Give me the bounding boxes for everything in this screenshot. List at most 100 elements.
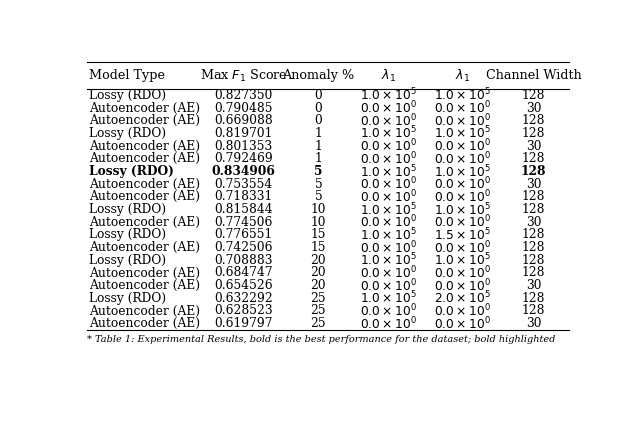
Text: 5: 5 (314, 178, 323, 191)
Text: 0.628523: 0.628523 (214, 304, 273, 318)
Text: 0: 0 (314, 114, 323, 127)
Text: 128: 128 (522, 292, 545, 305)
Text: 10: 10 (310, 203, 326, 216)
Text: $0.0 \times 10^0$: $0.0 \times 10^0$ (434, 303, 492, 319)
Text: Lossy (RDO): Lossy (RDO) (90, 292, 166, 305)
Text: 128: 128 (522, 152, 545, 165)
Text: $0.0 \times 10^0$: $0.0 \times 10^0$ (434, 176, 492, 192)
Text: 128: 128 (522, 127, 545, 140)
Text: 128: 128 (522, 241, 545, 254)
Text: $0.0 \times 10^0$: $0.0 \times 10^0$ (360, 100, 417, 117)
Text: Autoencoder (AE): Autoencoder (AE) (90, 241, 200, 254)
Text: $0.0 \times 10^0$: $0.0 \times 10^0$ (434, 315, 492, 332)
Text: $0.0 \times 10^0$: $0.0 \times 10^0$ (434, 138, 492, 154)
Text: 30: 30 (526, 216, 541, 229)
Text: 0.684747: 0.684747 (214, 266, 273, 279)
Text: Channel Width: Channel Width (486, 69, 582, 82)
Text: 128: 128 (522, 89, 545, 102)
Text: 30: 30 (526, 178, 541, 191)
Text: $1.0 \times 10^5$: $1.0 \times 10^5$ (435, 252, 491, 268)
Text: Autoencoder (AE): Autoencoder (AE) (90, 139, 200, 153)
Text: $0.0 \times 10^0$: $0.0 \times 10^0$ (360, 138, 417, 154)
Text: 30: 30 (526, 279, 541, 292)
Text: 20: 20 (310, 254, 326, 267)
Text: $1.0 \times 10^5$: $1.0 \times 10^5$ (360, 125, 417, 142)
Text: $1.5 \times 10^5$: $1.5 \times 10^5$ (435, 226, 491, 243)
Text: 128: 128 (522, 114, 545, 127)
Text: 5: 5 (314, 165, 323, 178)
Text: 0.792469: 0.792469 (214, 152, 273, 165)
Text: 0.632292: 0.632292 (214, 292, 273, 305)
Text: $0.0 \times 10^0$: $0.0 \times 10^0$ (360, 214, 417, 231)
Text: $0.0 \times 10^0$: $0.0 \times 10^0$ (360, 303, 417, 319)
Text: 0.834906: 0.834906 (212, 165, 276, 178)
Text: $1.0 \times 10^5$: $1.0 \times 10^5$ (360, 226, 417, 243)
Text: 128: 128 (522, 190, 545, 204)
Text: Anomaly %: Anomaly % (282, 69, 355, 82)
Text: 0.819701: 0.819701 (214, 127, 273, 140)
Text: $0.0 \times 10^0$: $0.0 \times 10^0$ (360, 239, 417, 256)
Text: $0.0 \times 10^0$: $0.0 \times 10^0$ (360, 315, 417, 332)
Text: 15: 15 (310, 229, 326, 241)
Text: $0.0 \times 10^0$: $0.0 \times 10^0$ (434, 189, 492, 205)
Text: 0.776551: 0.776551 (214, 229, 273, 241)
Text: $1.0 \times 10^5$: $1.0 \times 10^5$ (435, 125, 491, 142)
Text: Lossy (RDO): Lossy (RDO) (90, 203, 166, 216)
Text: 20: 20 (310, 266, 326, 279)
Text: 0.669088: 0.669088 (214, 114, 273, 127)
Text: 15: 15 (310, 241, 326, 254)
Text: $\lambda_1$: $\lambda_1$ (381, 68, 396, 84)
Text: Autoencoder (AE): Autoencoder (AE) (90, 304, 200, 318)
Text: 0.619797: 0.619797 (214, 317, 273, 330)
Text: 5: 5 (314, 190, 323, 204)
Text: $0.0 \times 10^0$: $0.0 \times 10^0$ (434, 214, 492, 231)
Text: $1.0 \times 10^5$: $1.0 \times 10^5$ (360, 163, 417, 180)
Text: 0.753554: 0.753554 (214, 178, 273, 191)
Text: $1.0 \times 10^5$: $1.0 \times 10^5$ (360, 252, 417, 268)
Text: 128: 128 (522, 203, 545, 216)
Text: Autoencoder (AE): Autoencoder (AE) (90, 216, 200, 229)
Text: Autoencoder (AE): Autoencoder (AE) (90, 266, 200, 279)
Text: 25: 25 (310, 304, 326, 318)
Text: $1.0 \times 10^5$: $1.0 \times 10^5$ (435, 201, 491, 218)
Text: 0: 0 (314, 89, 323, 102)
Text: Autoencoder (AE): Autoencoder (AE) (90, 114, 200, 127)
Text: * Table 1: Experimental Results, bold is the best performance for the dataset; b: * Table 1: Experimental Results, bold is… (88, 335, 556, 344)
Text: $\lambda_1$: $\lambda_1$ (455, 68, 470, 84)
Text: $0.0 \times 10^0$: $0.0 \times 10^0$ (360, 112, 417, 129)
Text: 128: 128 (522, 254, 545, 267)
Text: 0.708883: 0.708883 (214, 254, 273, 267)
Text: $0.0 \times 10^0$: $0.0 \times 10^0$ (360, 189, 417, 205)
Text: 0: 0 (314, 102, 323, 114)
Text: Autoencoder (AE): Autoencoder (AE) (90, 279, 200, 292)
Text: Autoencoder (AE): Autoencoder (AE) (90, 102, 200, 114)
Text: Lossy (RDO): Lossy (RDO) (90, 89, 166, 102)
Text: Lossy (RDO): Lossy (RDO) (90, 165, 174, 178)
Text: 128: 128 (522, 229, 545, 241)
Text: Autoencoder (AE): Autoencoder (AE) (90, 317, 200, 330)
Text: $0.0 \times 10^0$: $0.0 \times 10^0$ (434, 151, 492, 167)
Text: 0.742506: 0.742506 (214, 241, 273, 254)
Text: $0.0 \times 10^0$: $0.0 \times 10^0$ (434, 112, 492, 129)
Text: $2.0 \times 10^5$: $2.0 \times 10^5$ (435, 290, 491, 307)
Text: 30: 30 (526, 317, 541, 330)
Text: $1.0 \times 10^5$: $1.0 \times 10^5$ (435, 163, 491, 180)
Text: 0.827350: 0.827350 (214, 89, 273, 102)
Text: 25: 25 (310, 317, 326, 330)
Text: Autoencoder (AE): Autoencoder (AE) (90, 190, 200, 204)
Text: $0.0 \times 10^0$: $0.0 \times 10^0$ (360, 277, 417, 294)
Text: $0.0 \times 10^0$: $0.0 \times 10^0$ (360, 151, 417, 167)
Text: 1: 1 (314, 127, 323, 140)
Text: 128: 128 (522, 266, 545, 279)
Text: $1.0 \times 10^5$: $1.0 \times 10^5$ (360, 201, 417, 218)
Text: 20: 20 (310, 279, 326, 292)
Text: Autoencoder (AE): Autoencoder (AE) (90, 178, 200, 191)
Text: Autoencoder (AE): Autoencoder (AE) (90, 152, 200, 165)
Text: 30: 30 (526, 139, 541, 153)
Text: Model Type: Model Type (90, 69, 165, 82)
Text: Lossy (RDO): Lossy (RDO) (90, 229, 166, 241)
Text: 0.790485: 0.790485 (214, 102, 273, 114)
Text: $0.0 \times 10^0$: $0.0 \times 10^0$ (434, 277, 492, 294)
Text: 128: 128 (522, 304, 545, 318)
Text: $0.0 \times 10^0$: $0.0 \times 10^0$ (434, 265, 492, 281)
